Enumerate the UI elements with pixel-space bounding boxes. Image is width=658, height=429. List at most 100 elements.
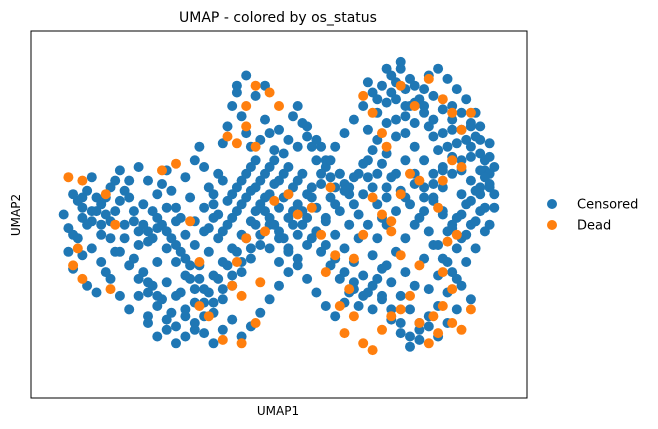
point-dead-15	[250, 80, 261, 91]
point-censored-91	[489, 202, 500, 213]
point-dead-29	[217, 334, 228, 345]
point-censored-201	[456, 189, 467, 200]
point-censored-222	[330, 141, 341, 152]
point-censored-465	[419, 101, 430, 111]
point-censored-481	[217, 284, 228, 295]
point-censored-369	[395, 328, 406, 339]
point-censored-475	[161, 277, 172, 288]
point-censored-416	[217, 226, 228, 237]
point-censored-224	[311, 134, 322, 145]
point-censored-336	[124, 260, 135, 271]
point-dead-71	[409, 101, 420, 111]
point-censored-226	[292, 141, 303, 152]
point-censored-467	[437, 128, 448, 139]
point-dead-34	[306, 202, 317, 213]
point-censored-441	[451, 212, 462, 223]
point-dead-61	[386, 226, 397, 237]
point-dead-82	[451, 229, 462, 240]
point-censored-46	[278, 148, 289, 159]
point-censored-411	[171, 240, 181, 250]
point-dead-19	[250, 141, 261, 152]
point-censored-427	[320, 212, 331, 223]
point-censored-93	[470, 243, 481, 254]
point-dead-8	[157, 165, 167, 176]
point-censored-235	[208, 189, 219, 200]
point-dead-16	[264, 87, 275, 98]
point-censored-351	[227, 314, 238, 325]
point-dead-76	[465, 107, 476, 118]
point-censored-423	[283, 212, 294, 223]
point-dead-27	[231, 257, 242, 267]
point-dead-4	[72, 243, 83, 254]
point-censored-444	[479, 172, 490, 183]
point-censored-450	[400, 111, 411, 122]
point-dead-79	[437, 175, 448, 186]
point-dead-84	[405, 168, 415, 179]
point-censored-469	[456, 107, 467, 118]
point-dead-24	[241, 233, 252, 244]
point-censored-354	[255, 307, 266, 318]
point-censored-65	[367, 182, 378, 193]
point-censored-68	[381, 192, 392, 203]
point-dead-41	[339, 328, 350, 339]
point-censored-209	[461, 94, 472, 105]
point-censored-15	[138, 199, 149, 210]
point-censored-428	[330, 199, 341, 210]
point-censored-430	[348, 172, 359, 183]
point-dead-55	[456, 324, 467, 335]
point-censored-169	[381, 260, 392, 271]
point-censored-94	[461, 257, 472, 267]
point-censored-453	[428, 90, 439, 101]
point-censored-415	[208, 212, 219, 223]
point-censored-365	[358, 290, 369, 301]
y-axis-label: UMAP2	[9, 194, 23, 236]
point-censored-186	[447, 267, 458, 278]
point-censored-56	[325, 172, 336, 183]
point-censored-211	[442, 73, 453, 84]
point-dead-67	[358, 90, 369, 101]
point-censored-447	[250, 90, 261, 101]
point-censored-437	[414, 212, 425, 223]
point-censored-355	[264, 294, 275, 305]
point-dead-43	[358, 338, 369, 349]
point-dead-45	[377, 324, 387, 335]
point-dead-62	[377, 209, 387, 220]
point-dead-70	[395, 80, 406, 91]
point-censored-486	[264, 243, 275, 254]
point-censored-422	[274, 226, 284, 237]
point-dead-85	[395, 189, 406, 200]
point-censored-250	[68, 189, 79, 200]
point-censored-327	[208, 270, 219, 281]
point-censored-253	[72, 233, 83, 244]
point-censored-254	[82, 219, 93, 230]
point-censored-389	[325, 155, 336, 166]
point-censored-219	[358, 101, 369, 111]
point-censored-331	[171, 321, 181, 332]
point-censored-371	[414, 334, 425, 345]
point-dead-53	[437, 301, 448, 311]
point-censored-335	[133, 273, 144, 284]
point-censored-306	[442, 257, 453, 267]
point-dead-1	[77, 175, 88, 186]
point-dead-49	[414, 318, 425, 328]
point-censored-488	[283, 243, 294, 254]
point-censored-42	[260, 114, 270, 125]
point-dead-68	[377, 128, 387, 139]
point-censored-244	[124, 175, 135, 186]
point-censored-449	[391, 131, 401, 142]
legend-label-dead: Dead	[577, 219, 611, 234]
point-censored-27	[189, 155, 200, 166]
point-censored-414	[199, 226, 210, 237]
point-censored-5	[86, 172, 97, 183]
point-dead-6	[77, 273, 88, 284]
point-censored-28	[194, 141, 205, 152]
point-censored-34	[222, 121, 233, 132]
point-censored-212	[433, 63, 444, 74]
point-censored-53	[311, 155, 322, 166]
point-censored-308	[461, 229, 472, 240]
point-dead-58	[437, 267, 448, 278]
point-censored-43	[264, 128, 275, 139]
point-censored-111	[302, 273, 313, 284]
point-censored-326	[217, 257, 228, 267]
point-dead-78	[447, 155, 458, 166]
